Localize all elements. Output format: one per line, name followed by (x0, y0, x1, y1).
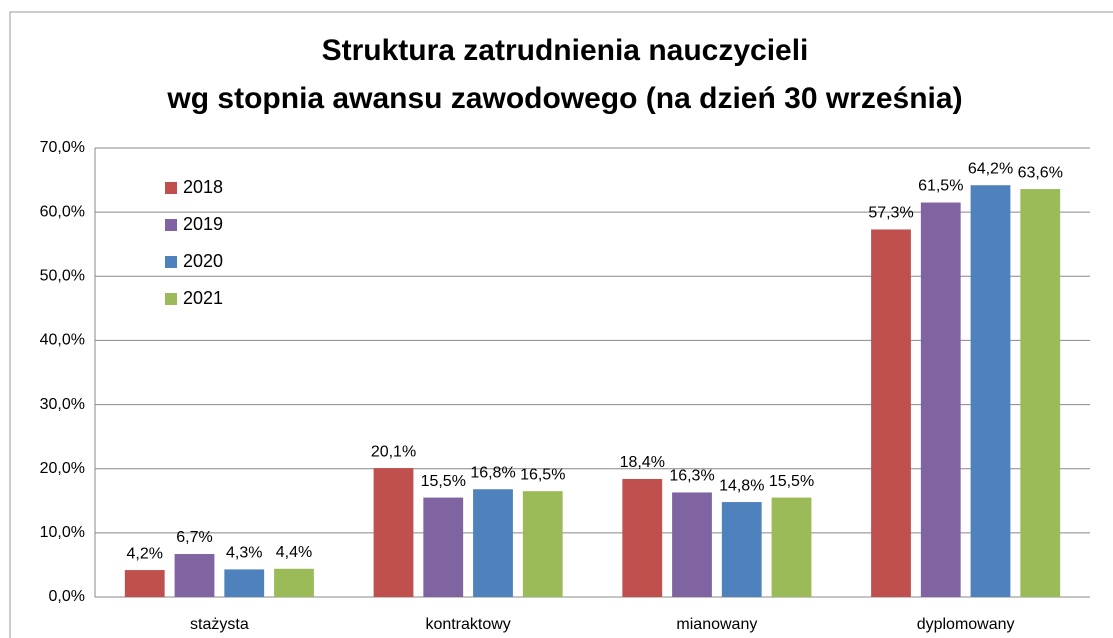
legend-label: 2020 (183, 251, 223, 271)
data-label: 16,5% (520, 466, 565, 483)
data-label: 15,5% (421, 473, 466, 490)
legend-swatch (165, 182, 177, 194)
data-label: 16,8% (470, 464, 515, 481)
bar (224, 569, 265, 597)
bar (970, 185, 1011, 597)
data-label: 57,3% (868, 205, 913, 222)
y-tick-label: 30,0% (40, 396, 85, 413)
x-tick-label: kontraktowy (425, 616, 510, 633)
data-label: 16,3% (669, 468, 714, 485)
data-label: 4,2% (127, 545, 163, 562)
y-tick-label: 60,0% (40, 203, 85, 220)
y-tick-label: 20,0% (40, 460, 85, 477)
y-tick-label: 70,0% (40, 139, 85, 156)
bar (871, 229, 911, 597)
legend-label: 2019 (183, 214, 223, 234)
bar (1020, 189, 1061, 597)
chart-title: wg stopnia awansu zawodowego (na dzień 3… (166, 82, 962, 115)
bar (522, 491, 563, 597)
bar (174, 554, 215, 597)
data-label: 61,5% (918, 178, 963, 195)
data-label: 6,7% (176, 529, 212, 546)
bar (124, 570, 165, 597)
x-tick-label: stażysta (190, 616, 249, 633)
legend-label: 2018 (183, 177, 223, 197)
data-label: 14,8% (719, 477, 764, 494)
x-tick-label: dyplomowany (917, 616, 1015, 633)
bar (920, 202, 961, 597)
y-tick-label: 40,0% (40, 332, 85, 349)
legend-swatch (165, 219, 177, 231)
bar (672, 492, 712, 597)
data-label: 4,3% (226, 545, 262, 562)
bar (473, 489, 513, 597)
legend-swatch (165, 256, 177, 268)
legend-label: 2021 (183, 288, 223, 308)
data-label: 18,4% (620, 454, 665, 471)
bar (721, 502, 762, 597)
chart-title: Struktura zatrudnienia nauczycieli (322, 34, 809, 67)
bar (622, 478, 663, 597)
data-label: 64,2% (968, 160, 1013, 177)
bar (771, 497, 812, 597)
bar (274, 568, 314, 597)
data-label: 63,6% (1018, 164, 1063, 181)
x-tick-label: mianowany (676, 616, 757, 633)
legend-swatch (165, 293, 177, 305)
data-label: 20,1% (371, 443, 416, 460)
bar (423, 497, 464, 597)
y-tick-label: 50,0% (40, 268, 85, 285)
y-tick-label: 10,0% (40, 524, 85, 541)
data-label: 4,4% (276, 544, 312, 561)
bar (373, 468, 414, 597)
y-tick-label: 0,0% (49, 588, 85, 605)
data-label: 15,5% (769, 473, 814, 490)
chart-border (9, 11, 1113, 638)
